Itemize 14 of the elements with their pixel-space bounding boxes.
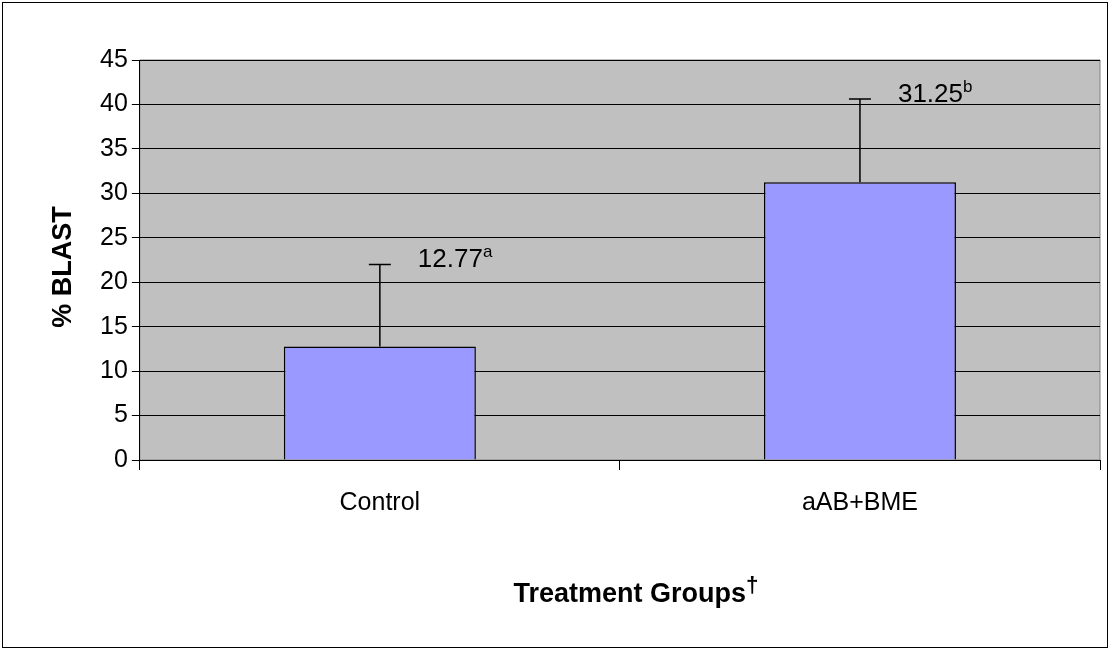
y-tick-label: 25 <box>100 221 128 250</box>
y-axis-title: % BLAST <box>46 206 78 328</box>
x-axis-title: Treatment Groups$^{†}$ <box>513 571 759 609</box>
x-tick-label: Control <box>339 486 421 515</box>
y-tick-label: 10 <box>100 355 128 383</box>
y-tick-label: 20 <box>100 266 128 295</box>
y-tick-label: 40 <box>100 88 128 117</box>
y-tick-label: 0 <box>113 443 128 472</box>
y-tick-label: 45 <box>100 43 128 72</box>
y-tick-label: 30 <box>100 177 128 206</box>
x-tick-label: aAB+BME <box>801 486 918 515</box>
y-tick-label: 35 <box>100 132 128 161</box>
y-tick-label: 5 <box>113 399 128 428</box>
y-tick-label: 15 <box>100 310 128 339</box>
